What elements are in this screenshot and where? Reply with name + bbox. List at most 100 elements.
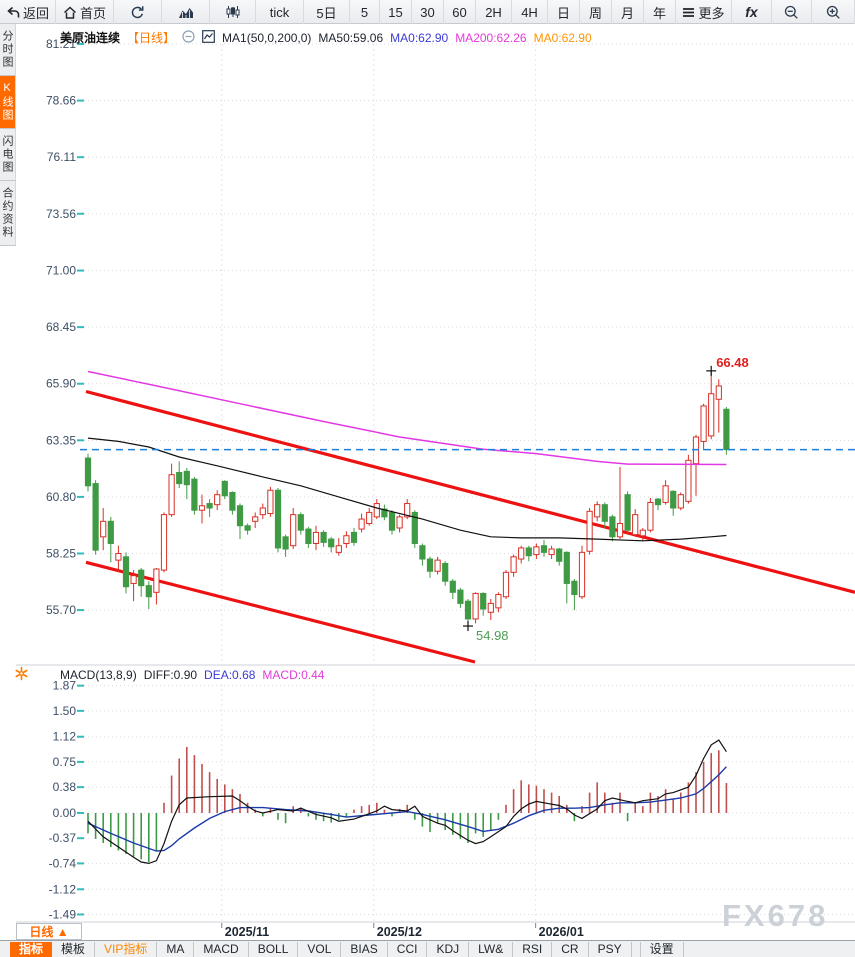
tab-MA[interactable]: MA bbox=[157, 941, 195, 957]
toolbar-item-refresh[interactable] bbox=[114, 0, 162, 24]
toolbar-item-area-chart[interactable] bbox=[162, 0, 210, 24]
ma-settings: MA1(50,0,200,0) bbox=[222, 30, 312, 45]
period-selector[interactable]: 日线 ▲ bbox=[16, 923, 82, 940]
trendline[interactable] bbox=[85, 560, 476, 664]
svg-text:60.80: 60.80 bbox=[46, 490, 76, 504]
svg-text:-0.74: -0.74 bbox=[49, 856, 77, 870]
price-pane-header: 美原油连续 【日线】 MA1(50,0,200,0) MA50:59.06 MA… bbox=[60, 29, 592, 46]
toolbar-item-day[interactable]: 日 bbox=[548, 0, 580, 24]
toolbar-item-month[interactable]: 月 bbox=[612, 0, 644, 24]
svg-text:2025/11: 2025/11 bbox=[225, 925, 270, 939]
svg-text:71.00: 71.00 bbox=[46, 264, 76, 278]
svg-text:58.25: 58.25 bbox=[46, 546, 76, 560]
period-badge: 【日线】 bbox=[127, 31, 176, 45]
diff-value: DIFF:0.90 bbox=[143, 668, 198, 682]
fx678-watermark: FX678 bbox=[722, 898, 829, 933]
toolbar-item-min-60[interactable]: 60 bbox=[444, 0, 476, 24]
chart-type-sidebar: 分时图 K线图 闪电图 合约资料 bbox=[0, 24, 16, 246]
price-pane: 66.48 54.98 bbox=[80, 355, 855, 664]
toolbar-item-min-5[interactable]: 5 bbox=[350, 0, 380, 24]
macd-pane bbox=[87, 739, 728, 865]
toolbar-item-back[interactable]: 返回 bbox=[0, 0, 56, 24]
toolbar-item-more[interactable]: 更多 bbox=[676, 0, 732, 24]
toolbar-item-label: 15 bbox=[388, 4, 403, 20]
tab-MACD[interactable]: MACD bbox=[194, 941, 249, 957]
toolbar-item-label: 30 bbox=[420, 4, 435, 20]
tab-PSY[interactable]: PSY bbox=[589, 941, 632, 957]
svg-text:2025/12: 2025/12 bbox=[377, 925, 422, 939]
toolbar-item-label: 周 bbox=[588, 5, 602, 21]
symbol-name: 美原油连续 bbox=[60, 31, 121, 45]
toolbar-item-min-15[interactable]: 15 bbox=[380, 0, 412, 24]
tab-CR[interactable]: CR bbox=[552, 941, 589, 957]
svg-text:73.56: 73.56 bbox=[46, 207, 76, 221]
dea-line bbox=[87, 766, 727, 852]
tab-指标[interactable]: 指标 bbox=[10, 941, 53, 957]
svg-text:-0.37: -0.37 bbox=[49, 831, 77, 845]
gridlines bbox=[77, 43, 855, 921]
svg-text:68.45: 68.45 bbox=[46, 320, 76, 334]
toolbar-item-fx[interactable]: fx bbox=[732, 0, 772, 24]
tab-VOL[interactable]: VOL bbox=[298, 941, 342, 957]
toolbar-item-tick[interactable]: tick bbox=[256, 0, 304, 24]
back-icon bbox=[6, 6, 20, 19]
svg-text:63.35: 63.35 bbox=[46, 433, 76, 447]
zoomin-icon bbox=[826, 5, 841, 20]
sidebar-item-time-chart[interactable]: 分时图 bbox=[0, 24, 16, 76]
refresh-icon bbox=[130, 5, 145, 20]
tab-KDJ[interactable]: KDJ bbox=[427, 941, 470, 957]
low-price-label: 54.98 bbox=[476, 628, 509, 643]
candles-icon bbox=[226, 5, 240, 19]
svg-text:55.70: 55.70 bbox=[46, 603, 76, 617]
collapse-icon[interactable] bbox=[182, 29, 195, 46]
ma0-blue-value: MA0:62.90 bbox=[390, 30, 449, 45]
home-icon bbox=[63, 5, 77, 19]
trendline[interactable] bbox=[85, 389, 855, 594]
toolbar-item-label: 更多 bbox=[698, 5, 725, 21]
toolbar-item-hour-2[interactable]: 2H bbox=[476, 0, 512, 24]
toolbar-item-range-5d[interactable]: 5日 bbox=[304, 0, 350, 24]
top-toolbar: 返回 首页 tick 5日 5 15 30 60 2H 4H 日 周 月 年 更多 fx bbox=[0, 0, 855, 24]
zoomout-icon bbox=[784, 5, 799, 20]
toolbar-item-home[interactable]: 首页 bbox=[56, 0, 114, 24]
toolbar-item-label: tick bbox=[269, 4, 290, 20]
sidebar-item-flash-chart[interactable]: 闪电图 bbox=[0, 129, 16, 181]
tab-VIP指标[interactable]: VIP指标 bbox=[95, 941, 158, 957]
svg-text:1.50: 1.50 bbox=[53, 704, 77, 718]
diff-line bbox=[87, 739, 727, 865]
tab-LW&[interactable]: LW& bbox=[469, 941, 514, 957]
toolbar-item-label: 5 bbox=[360, 4, 369, 20]
macd-value: MACD:0.44 bbox=[262, 668, 325, 682]
svg-text:-1.12: -1.12 bbox=[49, 882, 77, 896]
toolbar-item-zoom-out[interactable] bbox=[772, 0, 812, 24]
toolbar-item-label: 月 bbox=[620, 5, 634, 21]
sidebar-item-kline-chart[interactable]: K线图 bbox=[0, 76, 16, 129]
toolbar-item-label: 首页 bbox=[79, 5, 106, 21]
toolbar-item-label: 年 bbox=[652, 5, 666, 21]
toolbar-item-year[interactable]: 年 bbox=[644, 0, 676, 24]
tab-BOLL[interactable]: BOLL bbox=[249, 941, 299, 957]
toolbar-item-candle-chart[interactable] bbox=[210, 0, 256, 24]
tab-RSI[interactable]: RSI bbox=[513, 941, 553, 957]
macd-pane-header: MACD(13,8,9) DIFF:0.90 DEA:0.68 MACD:0.4… bbox=[60, 668, 324, 682]
toolbar-item-min-30[interactable]: 30 bbox=[412, 0, 444, 24]
tab-BIAS[interactable]: BIAS bbox=[341, 941, 388, 957]
ma0-orange-value: MA0:62.90 bbox=[533, 30, 592, 45]
dea-value: DEA:0.68 bbox=[204, 668, 256, 682]
svg-text:0.00: 0.00 bbox=[53, 806, 77, 820]
toolbar-item-week[interactable]: 周 bbox=[580, 0, 612, 24]
indicator-settings-icon[interactable] bbox=[14, 666, 29, 686]
indicator-chart-icon[interactable] bbox=[202, 29, 215, 46]
toolbar-item-zoom-in[interactable] bbox=[812, 0, 855, 24]
tab-CCI[interactable]: CCI bbox=[388, 941, 428, 957]
toolbar-item-label: fx bbox=[745, 4, 758, 20]
svg-text:81.21: 81.21 bbox=[46, 37, 76, 51]
sidebar-item-contract-info[interactable]: 合约资料 bbox=[0, 181, 16, 246]
ma50-value: MA50:59.06 bbox=[318, 30, 384, 45]
toolbar-item-hour-4[interactable]: 4H bbox=[512, 0, 548, 24]
tab-模板[interactable]: 模板 bbox=[52, 941, 96, 957]
tab-设置[interactable]: 设置 bbox=[639, 941, 684, 957]
ma200-line bbox=[87, 370, 727, 466]
